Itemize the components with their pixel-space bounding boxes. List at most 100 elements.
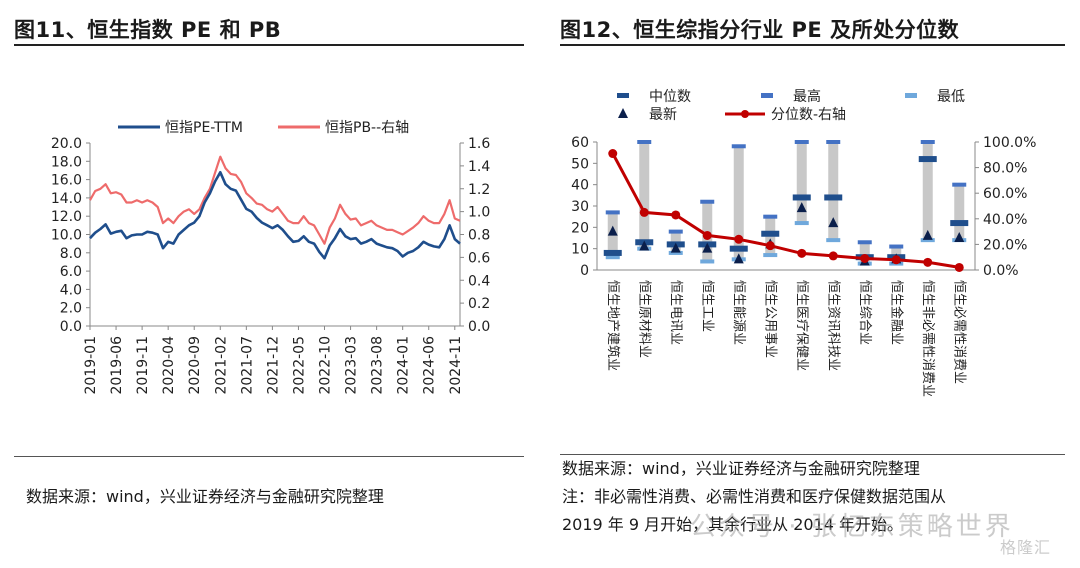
- x-axis-tick-label: 2022-10: [318, 336, 334, 395]
- x-axis-tick-label: 2021-02: [213, 336, 229, 395]
- right-axis-tick-label: 1.4: [468, 159, 490, 175]
- x-axis-tick-label: 2024-06: [422, 336, 438, 395]
- left-axis-tick-label: 16.0: [51, 173, 82, 189]
- sector-pe-chart: 0 10 20 30 40 50 60 0.0% 20.0% 40.0% 60.0% 80.0% 100…: [571, 88, 1036, 397]
- high-marker: [857, 240, 872, 245]
- percentile-point: [608, 149, 618, 159]
- sector-left-tick-label: 0: [580, 263, 589, 279]
- median-marker: [918, 156, 937, 163]
- sector-right-tick-label: 20.0%: [983, 237, 1027, 253]
- right-axis-tick-label: 0.0: [468, 319, 490, 335]
- latest-marker: [639, 240, 650, 251]
- percentile-point: [954, 262, 964, 272]
- high-marker: [605, 210, 620, 215]
- range-bar: [859, 242, 870, 264]
- latest-marker: [954, 232, 965, 242]
- pe-series-line: [89, 170, 461, 260]
- legend-pe-label: 恒指PE-TTM: [165, 120, 243, 136]
- x-axis-tick-label: 2023-03: [344, 336, 360, 395]
- right-axis-tick-label: 0.8: [468, 228, 490, 244]
- sector-category-label: 恒生必需性消费业: [951, 280, 966, 384]
- sector-category-label: 恒生电讯业: [668, 280, 683, 345]
- sector-category-label: 恒生非必需性消费业: [920, 280, 935, 397]
- percentile-line: [611, 152, 960, 269]
- left-axis-tick-label: 0.0: [60, 319, 82, 335]
- watermark-account: 公众号 · 张忆东策略世界: [690, 512, 1014, 542]
- high-marker: [826, 140, 841, 144]
- left-source-rule: [14, 456, 524, 457]
- legend-median-label: 中位数: [649, 89, 691, 105]
- low-marker: [763, 253, 778, 258]
- x-axis-tick-label: 2019-06: [109, 336, 125, 395]
- watermark-brand: 格隆汇: [1000, 538, 1052, 557]
- sector-category-label: 恒生原材料业: [636, 280, 651, 358]
- percentile-point: [860, 253, 870, 263]
- sector-category-label: 恒生医疗保健业: [794, 280, 809, 371]
- left-source-note: 数据来源：wind，兴业证券经济与金融研究院整理: [26, 487, 384, 506]
- median-marker: [603, 249, 622, 256]
- sector-category-label: 恒生金融业: [888, 280, 904, 345]
- sector-right-tick-label: 80.0%: [983, 161, 1027, 177]
- sector-left-tick-label: 60: [571, 135, 589, 151]
- sector-category-label: 恒生资讯科技业: [825, 280, 840, 371]
- latest-marker: [702, 242, 713, 253]
- x-axis-tick-label: 2021-12: [265, 336, 281, 395]
- legend-high-swatch: [761, 93, 773, 98]
- latest-marker: [922, 229, 933, 240]
- low-marker: [700, 259, 715, 264]
- legend-percentile-label: 分位数-右轴: [771, 107, 846, 123]
- range-bar: [954, 184, 965, 241]
- range-bar: [828, 142, 839, 241]
- low-marker: [794, 221, 809, 226]
- high-marker: [889, 244, 904, 249]
- legend-low-label: 最低: [937, 89, 965, 105]
- latest-marker: [733, 253, 744, 264]
- sector-right-tick-label: 60.0%: [983, 186, 1027, 202]
- high-marker: [952, 182, 967, 187]
- median-marker: [792, 194, 811, 201]
- left-axis-tick-label: 8.0: [60, 246, 82, 262]
- range-bar: [733, 146, 744, 260]
- pe-pb-line-chart: 0.0 2.0 4.0 6.0 8.0 10.0 12.0 14.0 16.0 18.0 20.0 0…: [51, 120, 491, 395]
- percentile-point: [702, 230, 712, 240]
- sector-left-tick-label: 40: [571, 178, 589, 194]
- left-axis-tick-label: 14.0: [51, 191, 82, 207]
- left-axis-tick-label: 18.0: [51, 154, 82, 170]
- x-axis-tick-label: 2024-11: [448, 336, 464, 395]
- range-bar: [639, 142, 650, 249]
- range-bar: [922, 142, 933, 241]
- x-axis-tick-label: 2020-04: [161, 336, 177, 395]
- percentile-point: [765, 241, 775, 251]
- legend-high-label: 最高: [793, 88, 821, 105]
- sector-right-tick-label: 100.0%: [983, 135, 1036, 151]
- low-marker: [605, 255, 620, 260]
- sector-right-tick-label: 0.0%: [983, 263, 1019, 279]
- right-axis-tick-label: 0.4: [468, 273, 490, 289]
- legend-percentile-dot: [741, 110, 749, 118]
- right-source-rule: [560, 454, 1065, 455]
- latest-marker: [828, 217, 839, 228]
- sector-category-label: 恒生工业: [699, 280, 714, 332]
- left-axis-tick-label: 12.0: [51, 209, 82, 225]
- right-axis-tick-label: 1.2: [468, 182, 490, 198]
- left-chart-title: 图11、恒生指数 PE 和 PB: [14, 18, 282, 42]
- latest-marker: [796, 202, 807, 213]
- sector-category-label: 恒生地产建筑业: [605, 280, 621, 371]
- left-axis-tick-label: 4.0: [60, 282, 82, 298]
- right-chart-title: 图12、恒生综指分行业 PE 及所处分位数: [560, 18, 960, 42]
- sector-category-label: 恒生公用事业: [762, 280, 777, 358]
- high-marker: [920, 140, 935, 144]
- median-marker: [729, 245, 748, 252]
- legend-latest-swatch: [618, 108, 628, 118]
- percentile-point: [671, 210, 681, 220]
- range-bar: [796, 142, 807, 224]
- right-footnote-line1: 注：非必需性消费、必需性消费和医疗保健数据范围从: [562, 487, 947, 506]
- high-marker: [731, 144, 746, 149]
- low-marker: [668, 250, 683, 255]
- sector-left-tick-label: 10: [571, 242, 589, 258]
- right-axis-tick-label: 1.6: [468, 136, 490, 152]
- high-marker: [637, 140, 652, 144]
- sector-left-tick-label: 30: [571, 199, 589, 215]
- high-marker: [700, 199, 715, 204]
- right-axis-tick-label: 1.0: [468, 205, 490, 221]
